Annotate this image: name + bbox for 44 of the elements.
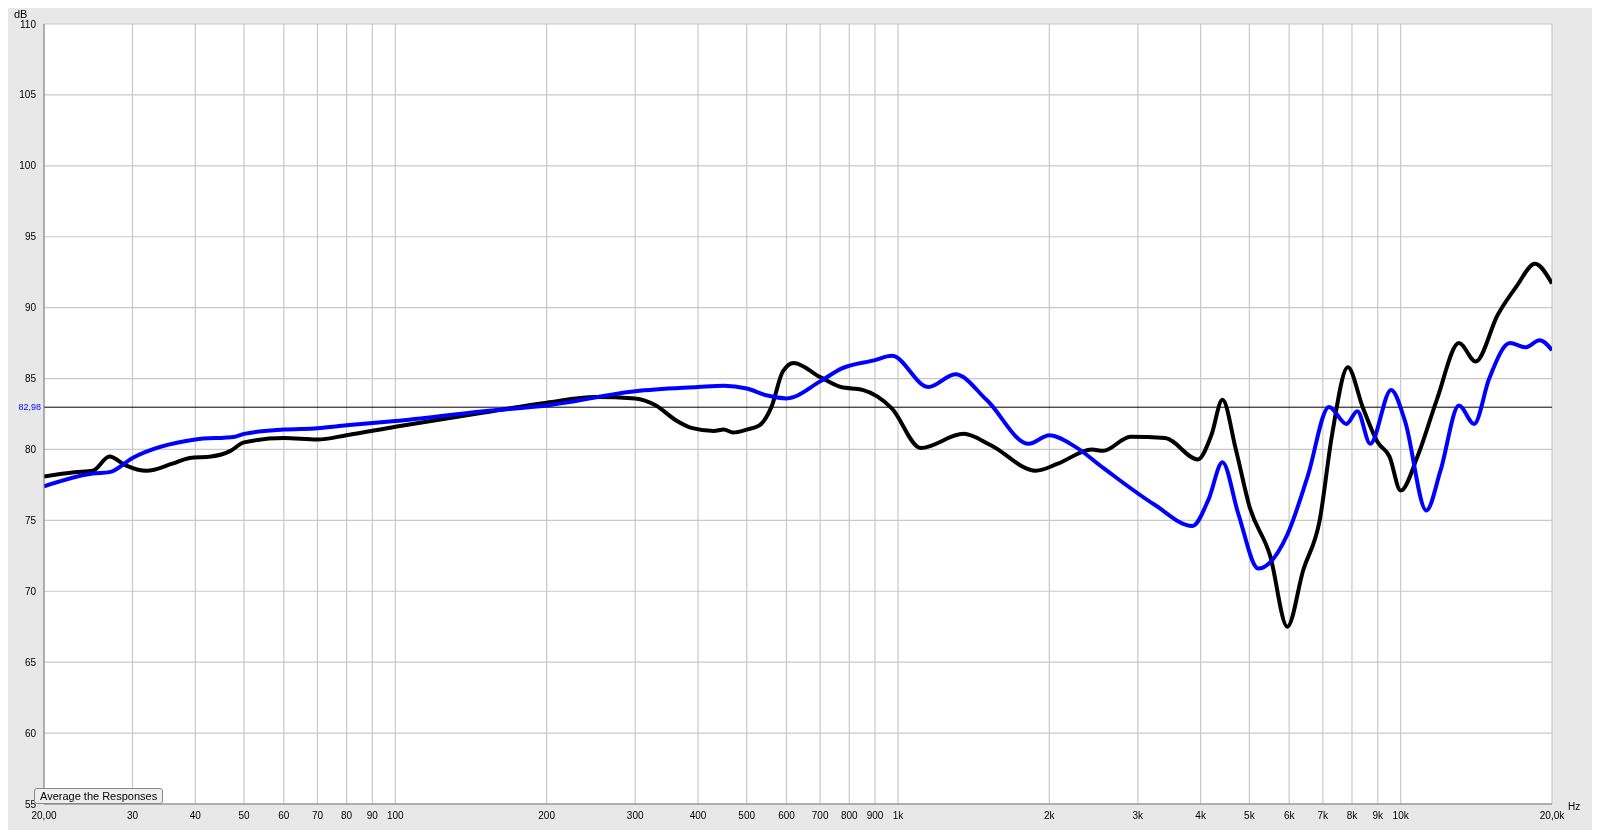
y-tick-label: 60 — [24, 727, 37, 739]
y-tick-label: 75 — [24, 514, 37, 526]
y-tick-label: 90 — [24, 302, 37, 314]
x-tick-label: 9k — [1372, 810, 1384, 822]
x-tick-label: 5k — [1244, 810, 1256, 822]
x-tick-label: 300 — [626, 810, 644, 822]
x-tick-label: 7k — [1317, 810, 1330, 822]
y-tick-label: 85 — [24, 373, 37, 385]
x-tick-label: 50 — [238, 810, 251, 822]
x-tick-label: 70 — [311, 810, 324, 822]
x-tick-label: 30 — [126, 810, 139, 822]
y-tick-label: 55 — [24, 798, 37, 810]
y-tick-label: 70 — [24, 585, 37, 597]
x-tick-label: 600 — [778, 810, 796, 822]
y-tick-label: 80 — [24, 444, 37, 455]
x-tick-label: 100 — [387, 810, 405, 822]
average-button: Average the Responses — [34, 788, 164, 804]
x-tick-label: 10k — [1392, 810, 1410, 822]
ref-line-label: 82,98 — [18, 402, 41, 413]
x-tick-label: 3k — [1132, 810, 1145, 822]
x-tick-label: 8k — [1346, 810, 1359, 822]
x-tick-label: 1k — [892, 810, 905, 822]
y-tick-label: 110 — [20, 18, 37, 30]
x-tick-label: 20,0k — [1539, 810, 1566, 822]
y-tick-label: 95 — [24, 231, 37, 243]
x-tick-label: 40 — [189, 810, 202, 822]
x-tick-label: 4k — [1195, 810, 1207, 822]
y-tick-label: 65 — [24, 656, 37, 668]
x-tick-label: 60 — [278, 810, 290, 822]
x-axis-title: Hz — [1568, 801, 1581, 812]
x-tick-label: 90 — [366, 810, 379, 822]
y-axis-title: dB — [14, 8, 28, 20]
x-tick-label: 500 — [738, 810, 756, 822]
x-tick-label: 20,00 — [31, 810, 57, 822]
x-tick-label: 900 — [866, 810, 884, 822]
x-tick-label: 2k — [1044, 810, 1056, 822]
x-tick-label: 400 — [689, 810, 707, 822]
x-tick-label: 200 — [538, 810, 556, 822]
x-tick-label: 80 — [341, 810, 353, 822]
x-tick-label: 6k — [1283, 810, 1296, 822]
x-tick-label: 700 — [811, 810, 829, 822]
x-tick-label: 800 — [840, 810, 859, 822]
y-tick-label: 100 — [19, 160, 37, 172]
y-tick-label: 105 — [19, 89, 37, 101]
